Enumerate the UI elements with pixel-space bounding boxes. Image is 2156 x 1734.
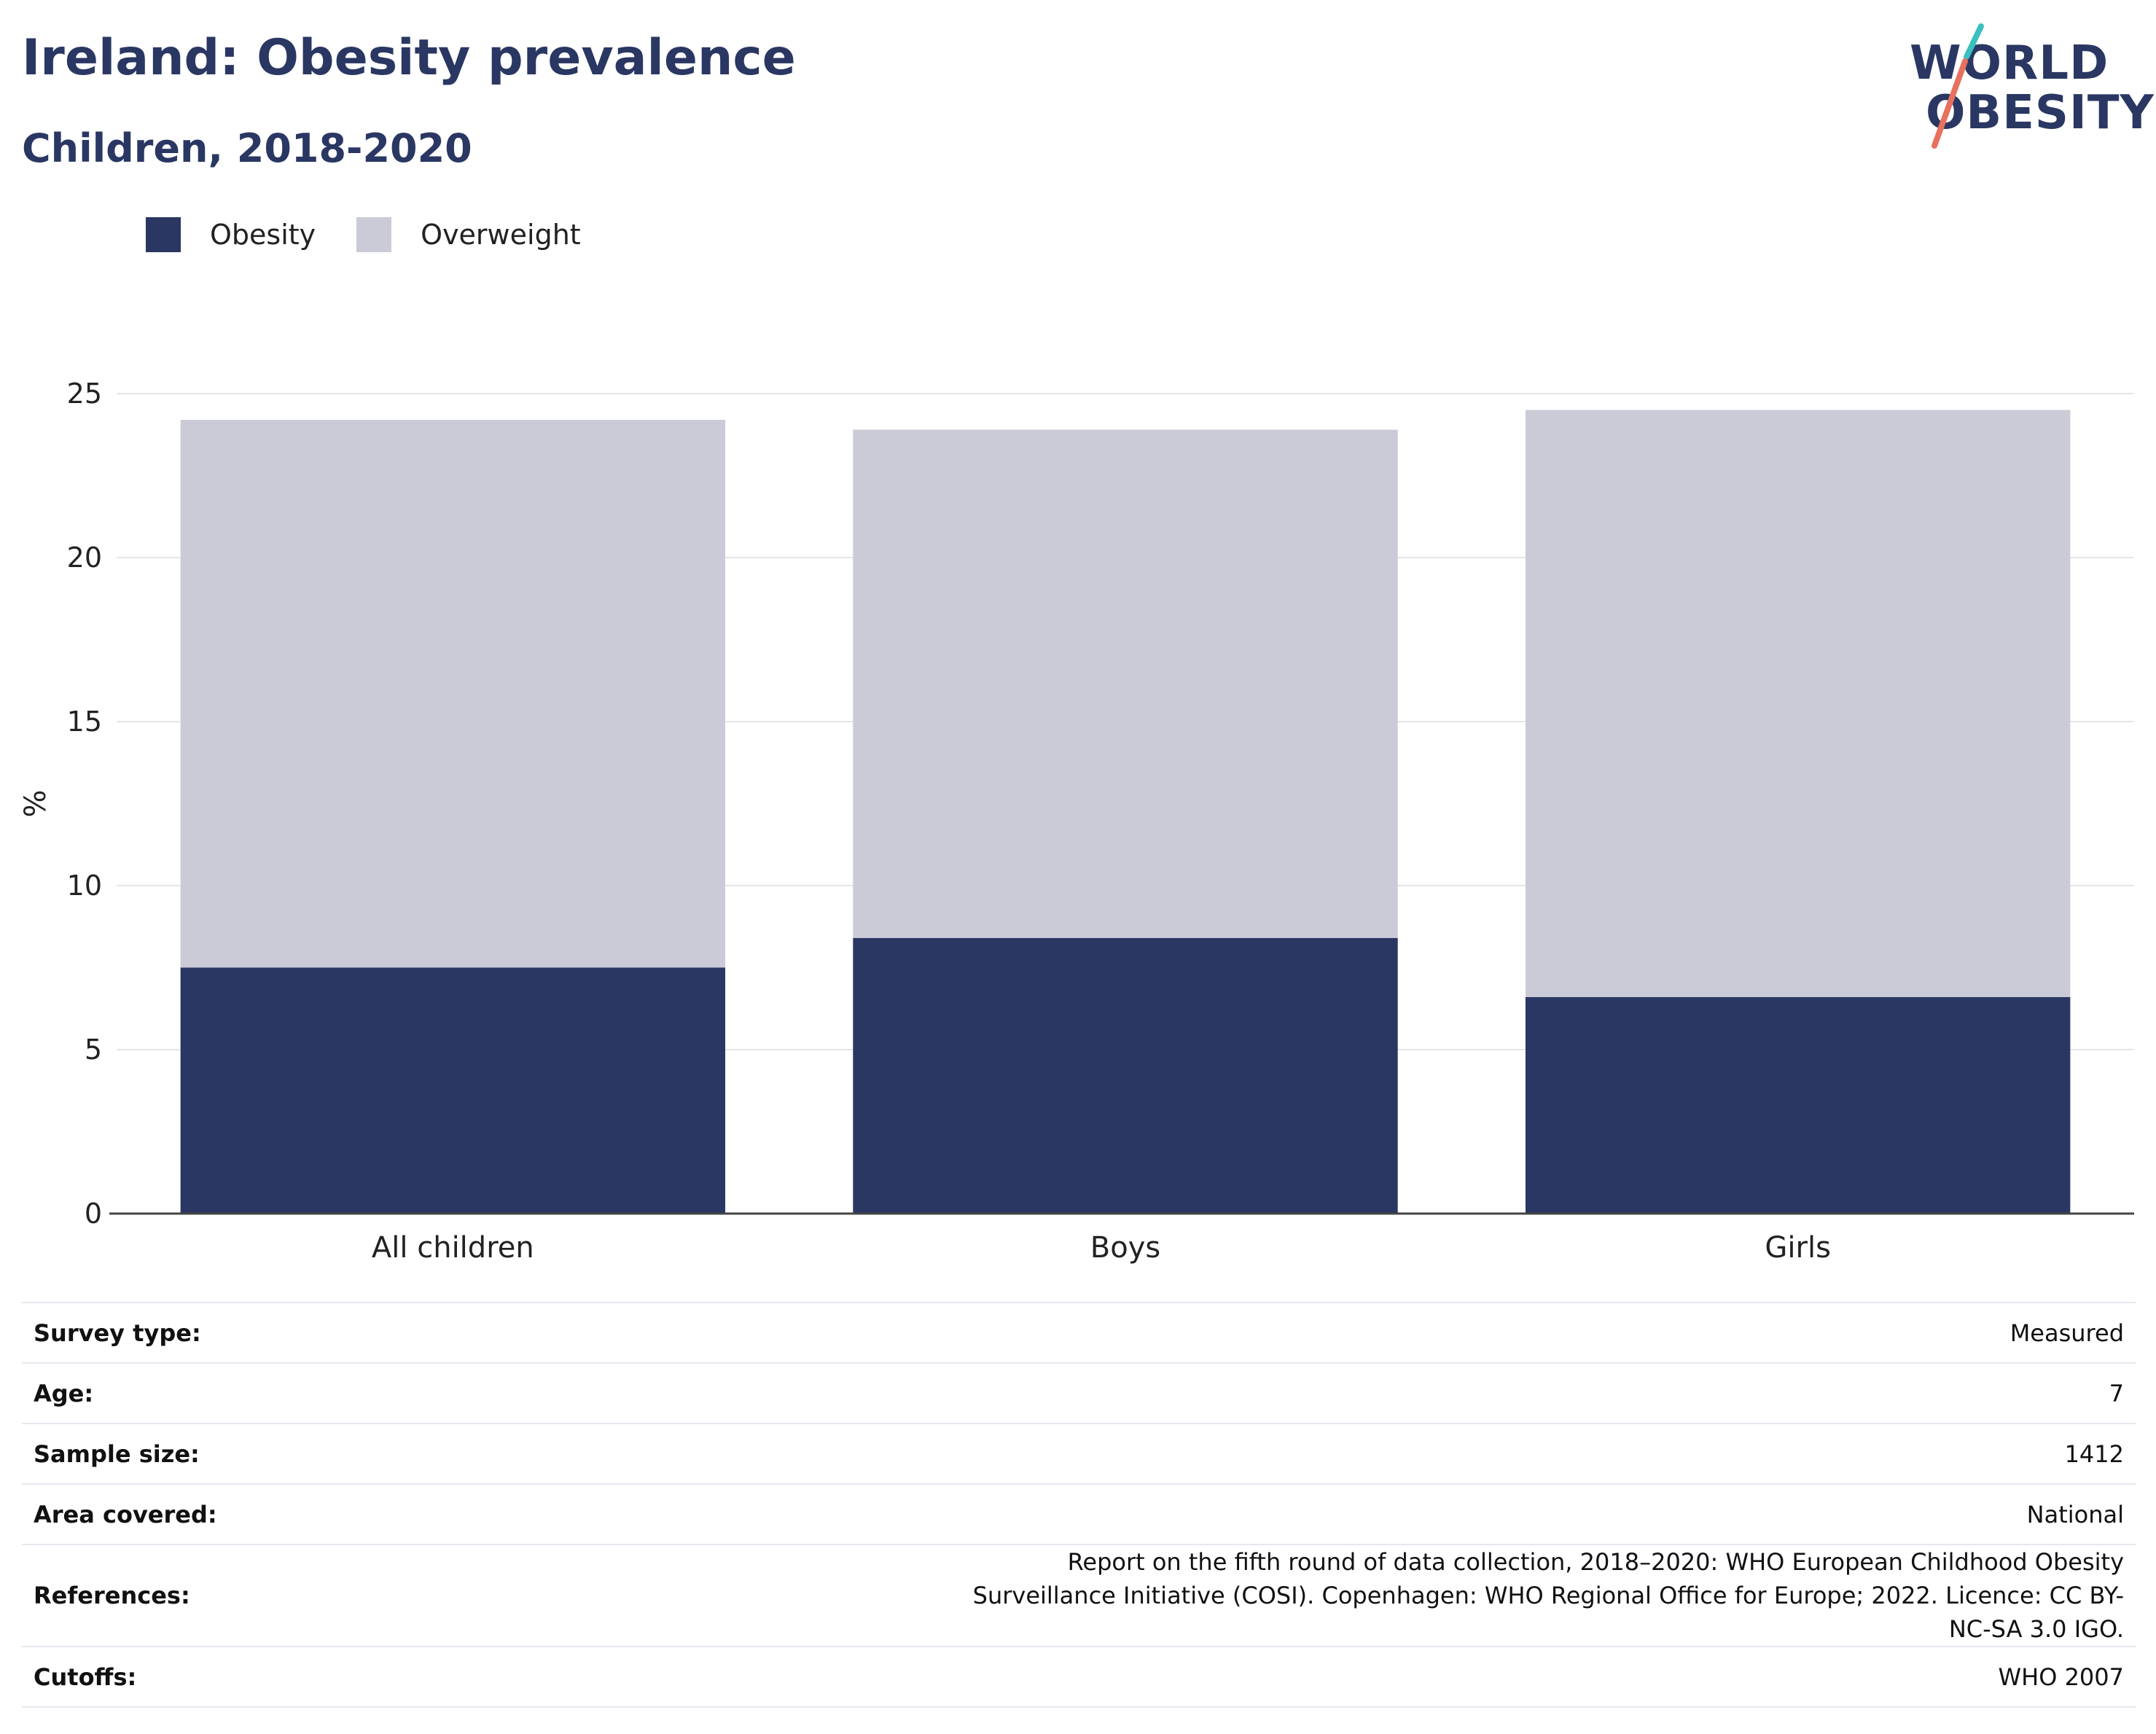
chart-title: Ireland: Obesity prevalence	[22, 29, 796, 87]
y-tick-label: 5	[85, 1034, 102, 1066]
legend-item-obesity[interactable]: Obesity	[146, 217, 316, 252]
survey-info-table: Survey type: Measured Age: 7 Sample size: 141…	[22, 1302, 2136, 1708]
info-key: Cutoffs:	[22, 1646, 410, 1708]
logo-line-2: OBESITY	[1926, 86, 2155, 140]
info-row: Sample size: 1412	[22, 1423, 2136, 1484]
y-tick-label: 0	[85, 1198, 102, 1230]
y-tick-label: 15	[67, 706, 102, 738]
info-row: Age: 7	[22, 1362, 2136, 1423]
info-row: Area covered: National	[22, 1483, 2136, 1544]
world-obesity-logo: WORLD OBESITY	[1895, 22, 2154, 153]
legend-label-overweight: Overweight	[421, 219, 581, 251]
legend-label-obesity: Obesity	[210, 219, 316, 251]
info-key: Survey type:	[22, 1302, 410, 1363]
info-value: Measured	[410, 1302, 2136, 1363]
info-key: References:	[22, 1544, 410, 1647]
bar-overweight-girls[interactable]	[1525, 410, 2071, 998]
bar-obesity-boys[interactable]	[853, 938, 1398, 1214]
legend-swatch-overweight	[356, 217, 392, 252]
logo-line-1: WORLD	[1910, 36, 2109, 90]
info-value: 7	[410, 1362, 2136, 1423]
info-row: References: Report on the fifth round of …	[22, 1544, 2136, 1647]
info-key: Sample size:	[22, 1423, 410, 1484]
y-tick-label: 25	[67, 378, 102, 410]
chart-subtitle: Children, 2018-2020	[22, 125, 472, 171]
info-key: Age:	[22, 1362, 410, 1423]
chart-legend: Obesity Overweight	[146, 217, 622, 252]
x-category-label: Boys	[1090, 1231, 1160, 1265]
bar-obesity-girls[interactable]	[1525, 997, 2071, 1214]
info-value: National	[410, 1483, 2136, 1544]
info-value: Report on the fifth round of data collec…	[410, 1544, 2136, 1647]
info-key: Area covered:	[22, 1483, 410, 1544]
info-value: WHO 2007	[410, 1646, 2136, 1708]
x-category-label: Girls	[1765, 1231, 1831, 1265]
stacked-bar-chart: 0 5 10 15 20 25% All children Boys Girls	[19, 378, 2134, 1265]
logo-slash-icon	[1932, 23, 1984, 149]
legend-swatch-obesity	[146, 217, 181, 252]
legend-item-overweight[interactable]: Overweight	[356, 217, 581, 252]
y-tick-label: 10	[67, 870, 102, 902]
info-value: 1412	[410, 1423, 2136, 1484]
info-row: Survey type: Measured	[22, 1302, 2136, 1363]
bar-overweight-all-children[interactable]	[180, 420, 726, 968]
bar-obesity-all-children[interactable]	[180, 967, 726, 1214]
x-category-label: All children	[372, 1231, 534, 1265]
y-tick-label: 20	[67, 542, 102, 574]
y-axis-title: %	[19, 789, 52, 817]
bar-overweight-boys[interactable]	[853, 429, 1398, 939]
info-row: Cutoffs: WHO 2007	[22, 1646, 2136, 1708]
